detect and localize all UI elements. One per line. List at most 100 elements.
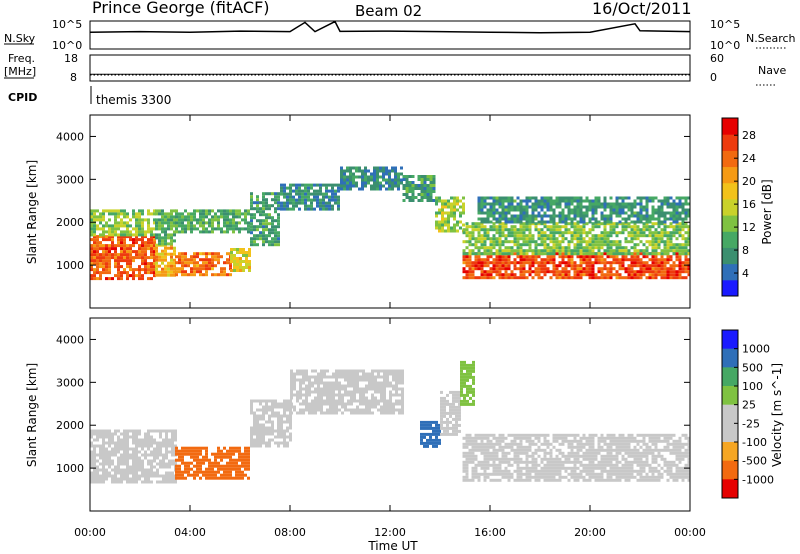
heat-cell-1 — [202, 446, 205, 450]
power-colorbar-swatch — [722, 134, 738, 151]
heat-cell-0 — [144, 235, 147, 239]
heat-cell-5 — [446, 411, 449, 415]
heat-cell-14 — [519, 214, 523, 218]
heat-cell-0 — [126, 468, 129, 472]
heat-cell-8 — [337, 186, 340, 190]
heat-cell-14 — [630, 211, 634, 215]
power-colorbar-tick-label: 16 — [742, 198, 756, 211]
heat-cell-10 — [423, 193, 427, 196]
heat-cell-0 — [96, 259, 99, 263]
heat-cell-4 — [420, 435, 423, 439]
heat-cell-11 — [435, 199, 438, 203]
heat-cell-14 — [555, 202, 559, 206]
heat-cell-0 — [132, 256, 135, 260]
heat-cell-9 — [346, 166, 349, 170]
heat-cell-14 — [621, 202, 625, 206]
heat-cell-13 — [558, 249, 562, 253]
heat-cell-12 — [462, 276, 466, 280]
heat-cell-14 — [570, 211, 574, 215]
heat-cell-0 — [114, 477, 117, 481]
heat-cell-13 — [492, 246, 496, 250]
heat-cell-6 — [463, 366, 466, 370]
heat-cell-3 — [365, 387, 368, 391]
heat-cell-0 — [117, 444, 120, 448]
heat-cell-7 — [507, 463, 511, 467]
heat-cell-14 — [660, 208, 664, 212]
heat-cell-14 — [678, 202, 682, 206]
heat-cell-8 — [307, 192, 310, 196]
heat-cell-12 — [600, 267, 604, 271]
heat-cell-7 — [492, 457, 496, 461]
heat-cell-2 — [250, 444, 253, 448]
heat-cell-9 — [352, 184, 355, 188]
heat-cell-9 — [340, 172, 343, 176]
heat-cell-7 — [256, 210, 259, 214]
heat-cell-13 — [597, 237, 601, 241]
heat-cell-13 — [642, 252, 646, 256]
heat-cell-13 — [657, 243, 661, 247]
heat-cell-6 — [463, 360, 466, 364]
heat-cell-3 — [335, 402, 338, 406]
heat-cell-7 — [525, 466, 529, 470]
heat-cell-13 — [681, 237, 685, 241]
heat-cell-0 — [141, 259, 144, 263]
heat-cell-0 — [99, 477, 102, 481]
heat-cell-4 — [426, 420, 429, 424]
heat-cell-13 — [564, 225, 568, 229]
heat-cell-7 — [525, 454, 529, 458]
heat-cell-7 — [525, 445, 529, 449]
heat-cell-7 — [531, 439, 535, 443]
heat-cell-0 — [120, 438, 123, 442]
heat-cell-7 — [474, 469, 478, 473]
heat-cell-4 — [184, 255, 187, 259]
heat-cell-12 — [462, 255, 466, 259]
heat-cell-0 — [111, 474, 114, 478]
heat-cell-1 — [232, 461, 235, 465]
heat-cell-13 — [504, 234, 508, 238]
heat-cell-7 — [495, 451, 499, 455]
heat-cell-8 — [283, 186, 286, 190]
nsky-series — [89, 20, 691, 34]
heat-cell-6 — [463, 372, 466, 376]
heat-cell-4 — [226, 273, 229, 277]
heat-cell-13 — [549, 231, 553, 235]
heat-cell-13 — [483, 246, 487, 250]
heat-cell-12 — [486, 255, 490, 259]
heat-cell-13 — [639, 249, 643, 253]
heat-cell-8 — [301, 192, 304, 196]
heat-cell-13 — [567, 231, 571, 235]
heat-cell-3 — [350, 372, 353, 376]
heat-cell-3 — [377, 402, 380, 406]
heat-cell-3 — [389, 390, 392, 394]
heat-cell-6 — [469, 363, 472, 367]
heat-cell-13 — [498, 234, 502, 238]
heat-cell-14 — [540, 202, 544, 206]
heat-cell-7 — [274, 231, 277, 235]
heat-cell-4 — [426, 426, 429, 430]
heat-cell-5 — [248, 251, 251, 254]
heat-cell-13 — [522, 240, 526, 244]
heat-cell-10 — [429, 184, 433, 187]
heat-cell-14 — [615, 214, 619, 218]
heat-cell-0 — [117, 241, 120, 245]
heat-cell-12 — [663, 261, 667, 265]
heat-cell-8 — [328, 207, 331, 211]
heat-cell-3 — [326, 375, 329, 379]
nsky-label: N.Sky — [4, 32, 36, 45]
heat-cell-2 — [262, 411, 265, 415]
heat-cell-13 — [507, 249, 511, 253]
heat-cell-7 — [256, 225, 259, 229]
heat-cell-1 — [223, 464, 226, 468]
heat-cell-7 — [489, 433, 493, 437]
heat-cell-4 — [211, 261, 214, 265]
heat-cell-12 — [654, 276, 658, 280]
heat-cell-12 — [576, 273, 580, 277]
heat-cell-0 — [171, 462, 174, 466]
heat-cell-13 — [483, 240, 487, 244]
heat-cell-3 — [380, 396, 383, 400]
heat-cell-13 — [576, 234, 580, 238]
heat-cell-0 — [105, 271, 108, 275]
heat-cell-14 — [672, 217, 676, 221]
heat-cell-6 — [211, 221, 214, 225]
heat-cell-4 — [423, 426, 426, 430]
